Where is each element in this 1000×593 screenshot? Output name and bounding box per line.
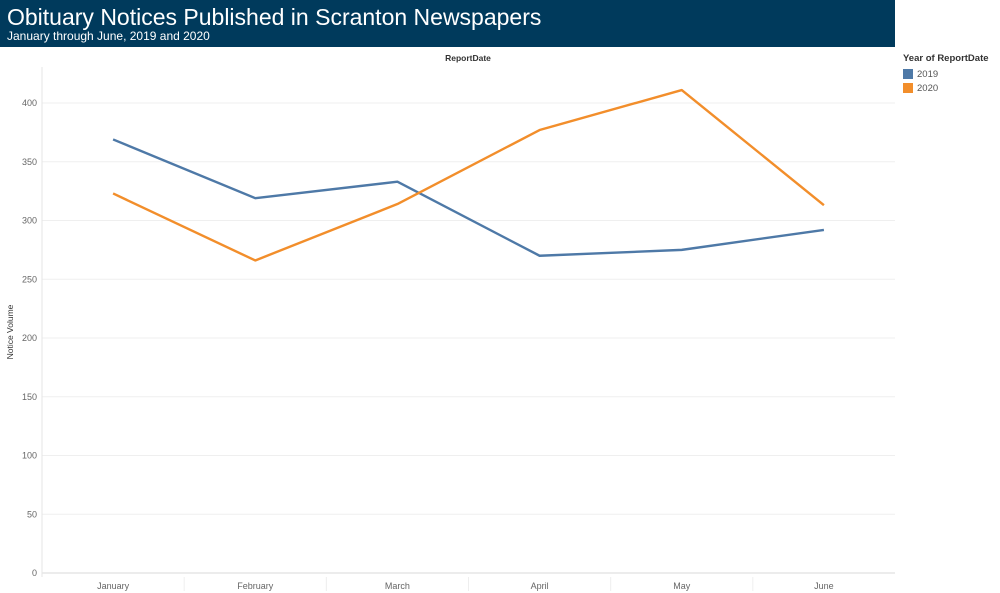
legend-label-2019: 2019 — [917, 68, 939, 80]
data-point-2020-may[interactable] — [677, 85, 687, 95]
legend-swatch-2020 — [903, 83, 913, 93]
data-point-2020-january[interactable] — [108, 188, 118, 198]
y-tick-label: 250 — [22, 274, 37, 284]
data-point-2019-april[interactable] — [535, 251, 545, 261]
y-axis-label: Notice Volume — [5, 304, 15, 359]
y-tick-label: 50 — [27, 509, 37, 519]
y-tick-label: 0 — [32, 568, 37, 578]
data-point-2019-february[interactable] — [250, 193, 260, 203]
x-tick-label: February — [237, 581, 274, 591]
y-tick-label: 400 — [22, 98, 37, 108]
x-tick-label: May — [673, 581, 691, 591]
x-tick-label: January — [97, 581, 130, 591]
y-tick-label: 350 — [22, 157, 37, 167]
legend-swatch-2019 — [903, 69, 913, 79]
data-point-2019-june[interactable] — [819, 225, 829, 235]
x-tick-label: June — [814, 581, 834, 591]
column-header: ReportDate — [445, 53, 491, 63]
y-tick-label: 150 — [22, 392, 37, 402]
x-tick-label: March — [385, 581, 410, 591]
y-tick-label: 100 — [22, 451, 37, 461]
x-tick-label: April — [531, 581, 549, 591]
data-point-2020-february[interactable] — [250, 255, 260, 265]
data-point-2019-january[interactable] — [108, 134, 118, 144]
legend-title: Year of ReportDate — [903, 53, 989, 64]
series-line-2020[interactable] — [112, 88, 825, 262]
legend-item-2019[interactable]: 2019 — [903, 67, 998, 81]
data-point-2020-june[interactable] — [819, 200, 829, 210]
line-chart: ReportDate Notice Volume 0 50 100 150 200 250… — [5, 53, 895, 591]
data-point-2020-march[interactable] — [392, 199, 402, 209]
data-point-2019-may[interactable] — [677, 245, 687, 255]
data-point-2020-april[interactable] — [535, 125, 545, 135]
data-point-2019-march[interactable] — [392, 177, 402, 187]
y-tick-label: 200 — [22, 333, 37, 343]
legend-item-2020[interactable]: 2020 — [903, 81, 998, 95]
chart-subtitle: January through June, 2019 and 2020 — [7, 29, 210, 43]
legend: Year of ReportDate 2019 2020 — [903, 53, 998, 95]
chart-title: Obituary Notices Published in Scranton N… — [7, 4, 542, 30]
chart-header: Obituary Notices Published in Scranton N… — [0, 0, 895, 47]
y-tick-label: 300 — [22, 216, 37, 226]
series-line-2019[interactable] — [112, 138, 825, 257]
legend-label-2020: 2020 — [917, 82, 939, 94]
